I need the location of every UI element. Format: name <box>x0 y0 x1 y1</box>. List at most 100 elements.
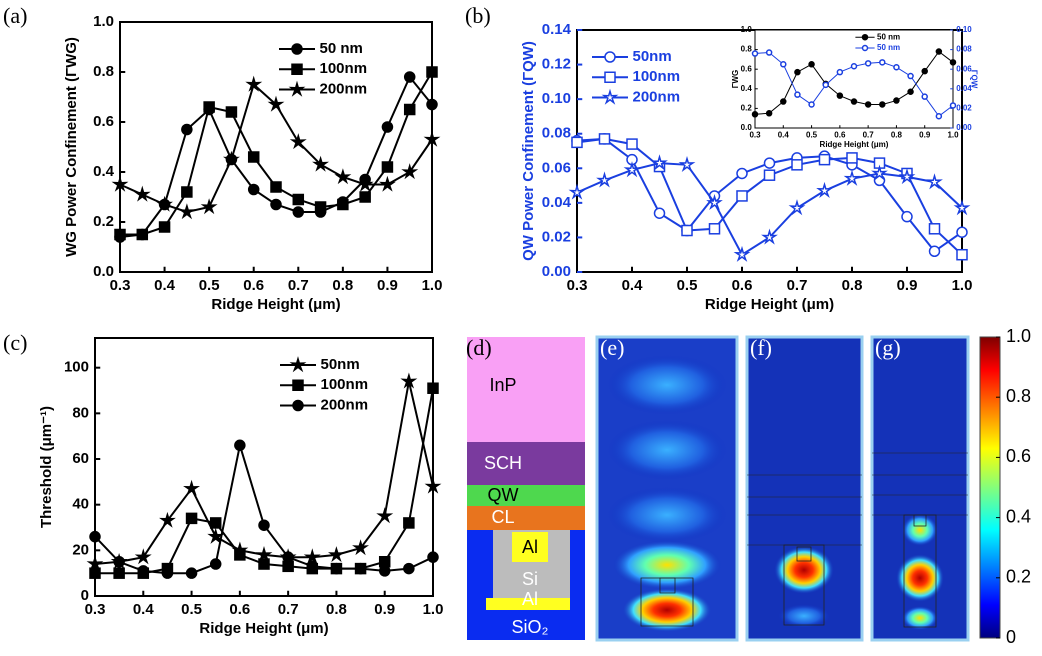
colorbar-tick-label: 0.2 <box>1006 567 1031 587</box>
marker <box>708 223 721 235</box>
marker <box>245 75 263 92</box>
marker <box>765 110 773 117</box>
x-tick-label: 0.9 <box>919 131 931 140</box>
marker <box>289 133 307 150</box>
marker <box>651 154 668 171</box>
marker <box>255 546 273 563</box>
marker <box>312 155 330 172</box>
marker <box>763 157 776 169</box>
marker <box>604 71 616 83</box>
marker <box>765 49 773 56</box>
panel-label: (g) <box>875 335 901 360</box>
marker <box>763 169 776 181</box>
marker <box>822 81 829 89</box>
legend-label: 50 nm <box>877 43 900 52</box>
panel-label: (d) <box>466 335 492 360</box>
marker <box>864 60 872 67</box>
marker <box>921 93 928 100</box>
marker <box>291 43 303 55</box>
marker <box>86 555 104 572</box>
y-tick-label: 0.2 <box>93 213 114 230</box>
marker <box>111 175 129 192</box>
marker <box>791 159 803 171</box>
marker <box>926 173 943 190</box>
marker <box>879 59 886 66</box>
legend-label: 200nm <box>321 396 369 413</box>
marker <box>314 201 327 213</box>
layer-label: QW <box>488 485 519 505</box>
marker <box>381 161 394 173</box>
mode-image <box>870 335 970 642</box>
marker <box>114 228 126 241</box>
marker <box>427 382 439 394</box>
marker <box>137 565 150 577</box>
colorbar-tick-label: 1.0 <box>1006 326 1031 346</box>
marker <box>330 562 343 575</box>
marker <box>89 530 101 543</box>
marker <box>836 68 844 76</box>
layer-label: Al <box>522 537 538 557</box>
y2-tick-label: 0.04 <box>956 84 972 93</box>
marker <box>571 136 583 149</box>
marker <box>378 565 391 577</box>
marker <box>403 517 415 529</box>
x-tick-label: 0.3 <box>567 277 588 294</box>
marker <box>234 439 246 452</box>
y-tick-label: 1.0 <box>741 25 753 34</box>
marker <box>598 133 611 145</box>
marker <box>751 111 759 118</box>
y-tick-label: 20 <box>72 541 89 558</box>
marker <box>893 63 900 71</box>
y-tick-label: 0.0 <box>741 123 753 132</box>
x-tick-label: 0.5 <box>806 131 818 140</box>
panel-label: (c) <box>3 330 27 355</box>
marker <box>134 548 152 565</box>
marker <box>846 152 858 164</box>
marker <box>426 66 438 78</box>
marker <box>178 203 196 220</box>
marker <box>400 372 418 389</box>
marker <box>794 68 801 76</box>
marker <box>327 546 345 563</box>
x-tick-label: 1.0 <box>423 601 444 618</box>
marker <box>596 171 613 188</box>
plot-frame <box>119 21 433 273</box>
colorbar-tick-label: 0.4 <box>1006 506 1031 526</box>
x-axis-label: Ridge Height (μm) <box>705 296 834 313</box>
marker <box>861 44 869 52</box>
marker <box>401 163 419 180</box>
layer-label: Al <box>522 589 538 609</box>
x-tick-label: 0.8 <box>842 277 863 294</box>
y-tick-label: 0.2 <box>741 104 753 113</box>
marker <box>258 519 270 531</box>
marker <box>133 185 151 202</box>
y-tick-label: 0.06 <box>542 159 571 176</box>
mode-image <box>745 335 864 642</box>
marker <box>733 245 751 262</box>
x-axis-label: Ridge Height (μm) <box>211 296 340 313</box>
marker <box>623 161 641 178</box>
marker <box>850 63 858 70</box>
y2-tick-label: 0.10 <box>956 25 972 34</box>
y-tick-label: 0.0 <box>93 263 114 280</box>
y-tick-label: 0.6 <box>93 113 114 130</box>
y-tick-label: 0 <box>81 587 89 604</box>
x-tick-label: 0.3 <box>749 131 761 140</box>
y-tick-label: 0.14 <box>542 21 572 38</box>
legend-label: 50nm <box>633 48 672 65</box>
marker <box>136 228 149 241</box>
marker <box>113 567 125 579</box>
marker <box>222 150 240 167</box>
y2-axis-label: ΓQW <box>970 70 979 89</box>
marker <box>907 88 914 95</box>
legend-label: 200nm <box>320 80 368 97</box>
y-tick-label: 1.0 <box>93 13 114 30</box>
marker <box>681 224 693 237</box>
x-tick-label: 0.7 <box>288 277 309 294</box>
marker <box>200 198 218 215</box>
x-tick-label: 0.5 <box>199 277 220 294</box>
marker <box>736 190 748 202</box>
y-tick-label: 60 <box>72 450 89 467</box>
legend-label: 50 nm <box>877 32 900 41</box>
